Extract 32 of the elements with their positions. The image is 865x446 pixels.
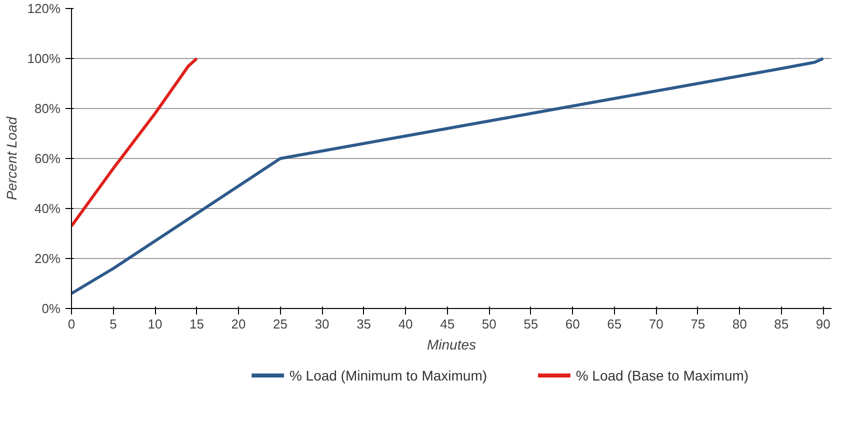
y-tick-label: 20%	[34, 251, 61, 266]
x-tick-label: 80	[732, 316, 747, 332]
x-tick-label: 15	[190, 316, 204, 332]
x-tick-label: 5	[110, 316, 117, 332]
y-axis-title: Percent Load	[3, 116, 20, 200]
x-tick-label: 70	[648, 316, 664, 332]
x-tick-label: 20	[231, 316, 246, 332]
x-tick-label: 10	[148, 316, 162, 332]
x-tick-label: 30	[314, 316, 330, 332]
legend-label: % Load (Minimum to Maximum)	[289, 368, 488, 384]
line-series	[72, 57, 825, 295]
line-series	[72, 57, 198, 228]
y-tick-label: 80%	[34, 101, 61, 116]
y-tick-label: 0%	[42, 301, 61, 316]
legend-label: % Load (Base to Maximum)	[576, 368, 749, 384]
x-tick-label: 35	[356, 316, 372, 332]
x-tick-label: 0	[68, 316, 76, 332]
x-tick-label: 75	[690, 316, 706, 332]
x-tick-label: 90	[816, 316, 830, 332]
y-tick-label: 40%	[34, 201, 61, 216]
x-tick-label: 25	[273, 316, 288, 332]
x-tick-label: 50	[482, 316, 496, 332]
x-tick-label: 55	[524, 316, 538, 332]
x-tick-label: 60	[565, 316, 580, 332]
y-tick-label: 100%	[27, 51, 61, 66]
y-tick-label: 60%	[34, 151, 61, 166]
x-tick-label: 45	[440, 316, 455, 332]
x-tick-label: 40	[398, 316, 413, 332]
x-axis-title: Minutes	[426, 336, 476, 352]
x-tick-label: 65	[607, 316, 622, 332]
y-tick-label: 120%	[27, 1, 61, 16]
x-tick-label: 85	[774, 316, 789, 332]
